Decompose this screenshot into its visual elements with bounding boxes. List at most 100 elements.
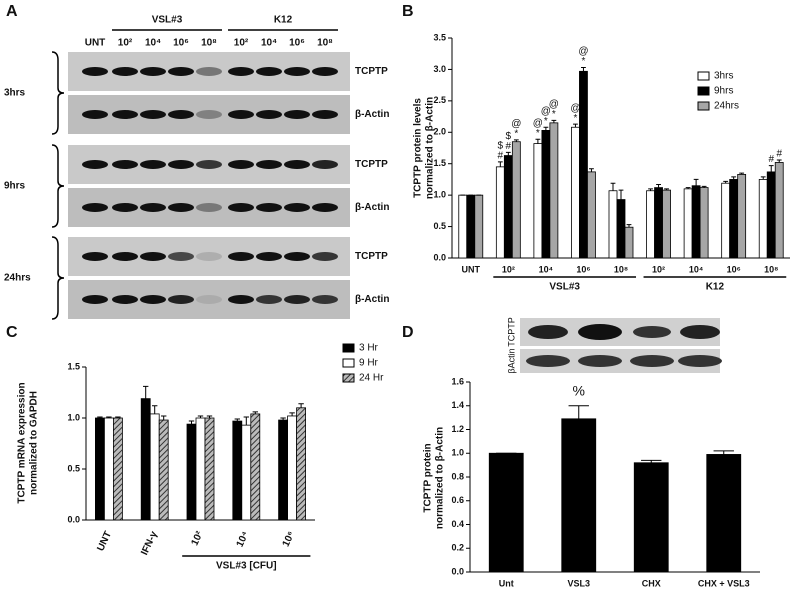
- bar: [232, 420, 243, 521]
- bar: [541, 129, 551, 259]
- y-axis-label: normalized to β-Actin: [435, 427, 446, 529]
- lane-label: 10²: [118, 38, 133, 49]
- blot-band: [140, 295, 166, 304]
- y-axis-label: TCPTP mRNA expression: [17, 382, 28, 503]
- legend-swatch: [697, 86, 710, 96]
- bar: [737, 173, 747, 259]
- blot-band: [82, 295, 108, 304]
- x-tick-label: 10⁶: [281, 530, 298, 549]
- y-axis-label: normalized to β-Actin: [425, 97, 436, 199]
- group-label: K12: [706, 282, 725, 293]
- legend-swatch: [697, 101, 710, 111]
- error-bar: [97, 416, 103, 418]
- bar: [204, 417, 215, 521]
- band-label: TCPTP: [355, 251, 388, 262]
- error-bar: [188, 420, 195, 425]
- blot-band: [196, 203, 222, 212]
- blot-band: [284, 110, 310, 119]
- error-bar: [664, 188, 669, 191]
- blot-band: [312, 252, 338, 261]
- error-bar: [206, 415, 213, 418]
- error-bar: [280, 417, 286, 421]
- blot-band: [284, 67, 310, 76]
- bar: [608, 190, 618, 259]
- y-tick-label: 1.5: [67, 361, 80, 371]
- error-bar: [568, 405, 589, 419]
- blot-band: [256, 160, 282, 169]
- blot-band: [256, 67, 282, 76]
- error-bar: [197, 415, 204, 418]
- error-bar: [760, 176, 766, 180]
- time-label: 3hrs: [4, 88, 26, 99]
- lane-label: 10⁴: [145, 38, 161, 49]
- bar: [706, 454, 742, 573]
- annotation: %: [573, 382, 585, 398]
- y-axis-label: normalized to GAPDH: [29, 391, 40, 495]
- error-bar: [589, 168, 594, 172]
- legend-label: 3hrs: [714, 71, 733, 82]
- blot-band: [284, 295, 310, 304]
- error-bar: [626, 224, 632, 228]
- blot-band: [228, 67, 254, 76]
- group-label: VSL#3: [152, 15, 183, 26]
- brace: [51, 144, 65, 228]
- panel-letter: B: [402, 3, 414, 20]
- significance-marker: #: [506, 141, 512, 152]
- blot-band: [140, 252, 166, 261]
- bar: [495, 166, 505, 259]
- error-bar: [713, 450, 734, 455]
- error-bar: [161, 415, 167, 421]
- time-label: 24hrs: [4, 273, 31, 284]
- legend-label: 9hrs: [714, 86, 733, 97]
- blot-band: [82, 252, 108, 261]
- bar: [691, 185, 701, 259]
- legend-swatch: [342, 358, 355, 368]
- legend-label: 9 Hr: [359, 358, 379, 369]
- blot-label: TCPTP: [506, 317, 516, 347]
- error-bar: [298, 403, 304, 408]
- bar: [488, 452, 524, 573]
- significance-marker: *: [544, 116, 548, 127]
- x-tick-label: 10²: [652, 264, 665, 274]
- x-tick-label: 10⁴: [539, 264, 553, 274]
- error-bar: [768, 165, 774, 172]
- error-bar: [106, 416, 112, 418]
- bar: [624, 226, 634, 259]
- x-tick-label: UNT: [95, 530, 114, 553]
- y-tick-label: 2.0: [433, 127, 446, 137]
- blot-band: [112, 110, 138, 119]
- bar: [729, 179, 739, 259]
- x-tick-label: 10⁶: [727, 264, 741, 274]
- bar: [766, 171, 776, 259]
- panel-letter: D: [402, 324, 414, 341]
- bar: [474, 194, 484, 259]
- error-bar: [513, 139, 519, 142]
- bar: [158, 419, 169, 521]
- bar: [149, 413, 160, 521]
- y-tick-label: 1.4: [451, 400, 464, 410]
- blot-band: [228, 160, 254, 169]
- blot-band: [168, 252, 194, 261]
- blot-band: [140, 110, 166, 119]
- time-label: 9hrs: [4, 181, 26, 192]
- bar: [579, 70, 588, 259]
- error-bar: [581, 67, 586, 72]
- significance-marker: @: [578, 46, 588, 57]
- significance-marker: #: [498, 150, 504, 161]
- blot-band: [112, 295, 138, 304]
- blot-band: [112, 203, 138, 212]
- significance-marker: @: [570, 103, 580, 114]
- x-tick-label: 10⁸: [764, 264, 778, 274]
- y-tick-label: 0.0: [451, 566, 464, 576]
- x-tick-label: 10⁸: [614, 264, 628, 274]
- x-tick-label: CHX: [642, 578, 661, 588]
- lane-label: 10²: [234, 38, 249, 49]
- y-tick-label: 0.6: [451, 495, 464, 505]
- lane-label: UNT: [85, 38, 106, 49]
- bar: [511, 141, 521, 259]
- y-tick-label: 3.0: [433, 64, 446, 74]
- x-tick-label: 10⁴: [689, 264, 703, 274]
- significance-marker: *: [573, 113, 577, 124]
- band-label: β-Actin: [355, 109, 389, 120]
